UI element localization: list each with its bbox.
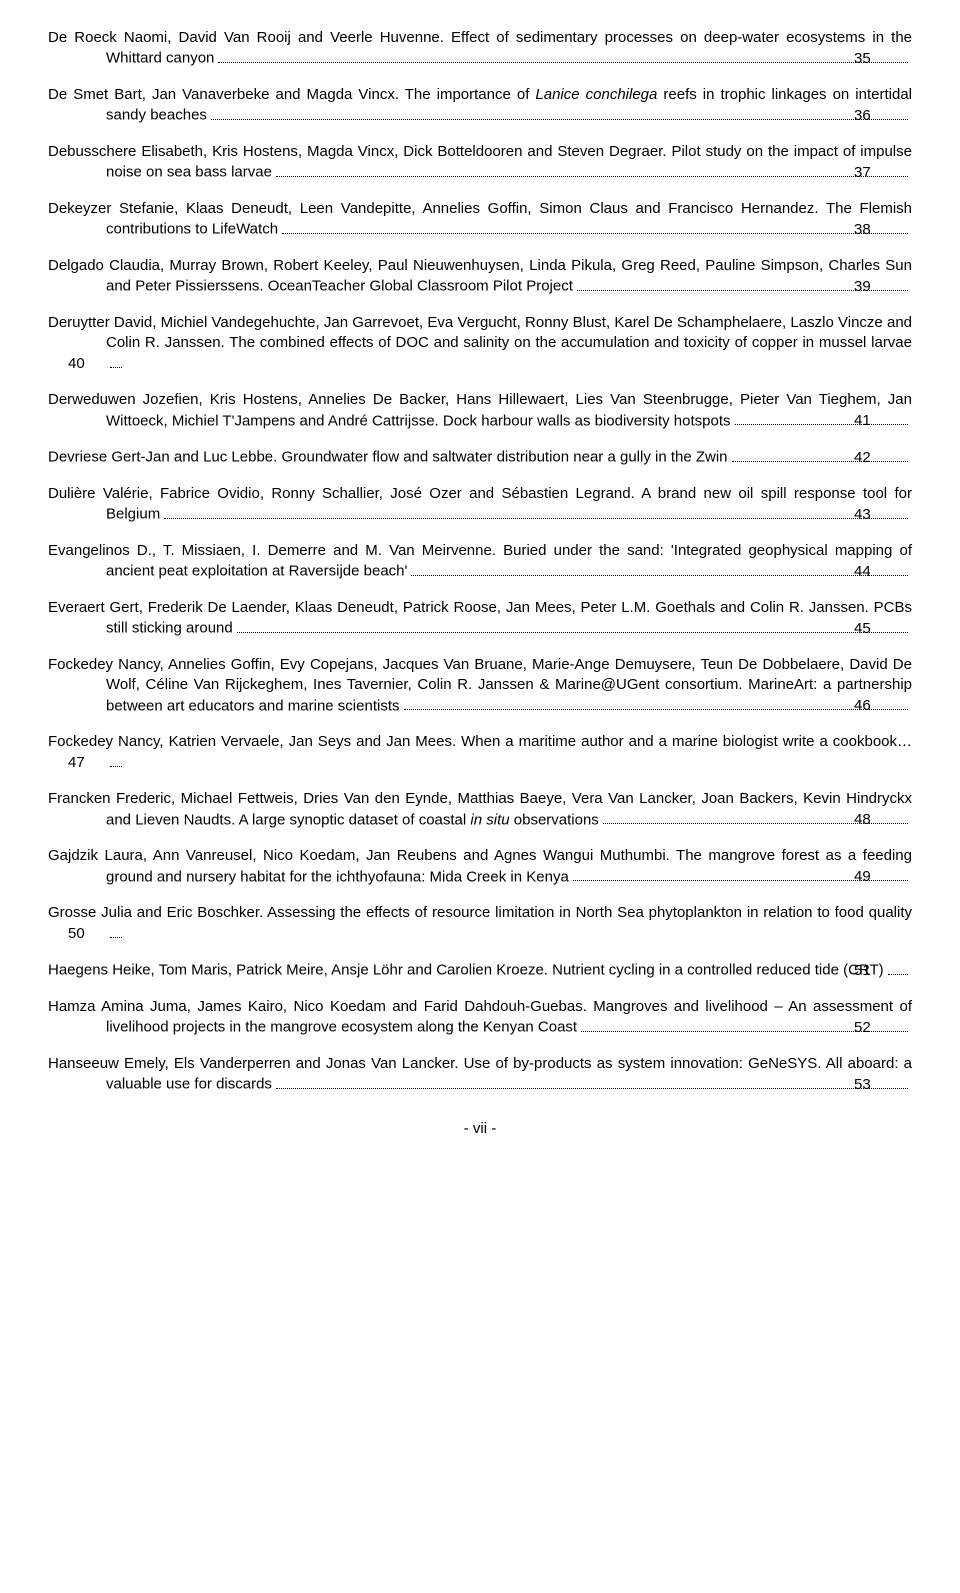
toc-entry-text: Devriese Gert-Jan and Luc Lebbe. Groundw… bbox=[48, 447, 912, 468]
toc-entry: De Smet Bart, Jan Vanaverbeke and Magda … bbox=[48, 85, 912, 126]
toc-leader: 47 bbox=[106, 753, 126, 774]
toc-entry: Haegens Heike, Tom Maris, Patrick Meire,… bbox=[48, 960, 912, 981]
toc-entry-text: De Smet Bart, Jan Vanaverbeke and Magda … bbox=[48, 85, 912, 126]
dot-leader bbox=[282, 219, 908, 234]
dot-leader bbox=[732, 447, 908, 462]
toc-entry: Francken Frederic, Michael Fettweis, Dri… bbox=[48, 789, 912, 830]
toc-entry-text: Dekeyzer Stefanie, Klaas Deneudt, Leen V… bbox=[48, 199, 912, 240]
table-of-contents: De Roeck Naomi, David Van Rooij and Veer… bbox=[48, 28, 912, 1095]
toc-entry: Gajdzik Laura, Ann Vanreusel, Nico Koeda… bbox=[48, 846, 912, 887]
toc-entry-text: Debusschere Elisabeth, Kris Hostens, Mag… bbox=[48, 142, 912, 183]
toc-entry-text: Hamza Amina Juma, James Kairo, Nico Koed… bbox=[48, 997, 912, 1038]
dot-leader bbox=[411, 561, 908, 576]
toc-leader: 44 bbox=[407, 561, 912, 582]
toc-entry: Debusschere Elisabeth, Kris Hostens, Mag… bbox=[48, 142, 912, 183]
toc-entry: Evangelinos D., T. Missiaen, I. Demerre … bbox=[48, 541, 912, 582]
toc-entry-text: Hanseeuw Emely, Els Vanderperren and Jon… bbox=[48, 1054, 912, 1095]
dot-leader bbox=[735, 411, 908, 426]
toc-entry: Everaert Gert, Frederik De Laender, Klaa… bbox=[48, 598, 912, 639]
italic-term: Lanice conchilega bbox=[535, 86, 657, 103]
dot-leader bbox=[404, 696, 909, 711]
dot-leader bbox=[888, 960, 908, 975]
toc-entry-text: Derweduwen Jozefien, Kris Hostens, Annel… bbox=[48, 390, 912, 431]
dot-leader bbox=[110, 924, 122, 939]
toc-leader: 42 bbox=[728, 447, 912, 468]
toc-entry: Derweduwen Jozefien, Kris Hostens, Annel… bbox=[48, 390, 912, 431]
toc-entry: Dekeyzer Stefanie, Klaas Deneudt, Leen V… bbox=[48, 199, 912, 240]
toc-leader: 52 bbox=[577, 1017, 912, 1038]
dot-leader bbox=[164, 504, 908, 519]
toc-entry-text: Fockedey Nancy, Katrien Vervaele, Jan Se… bbox=[48, 732, 912, 773]
toc-leader: 41 bbox=[731, 411, 912, 432]
toc-entry-text: Fockedey Nancy, Annelies Goffin, Evy Cop… bbox=[48, 655, 912, 716]
dot-leader bbox=[276, 1074, 908, 1089]
toc-leader: 39 bbox=[573, 276, 912, 297]
toc-leader: 50 bbox=[106, 924, 126, 945]
toc-entry: Hamza Amina Juma, James Kairo, Nico Koed… bbox=[48, 997, 912, 1038]
toc-entry: Grosse Julia and Eric Boschker. Assessin… bbox=[48, 903, 912, 944]
toc-entry-text: Evangelinos D., T. Missiaen, I. Demerre … bbox=[48, 541, 912, 582]
toc-leader: 43 bbox=[160, 504, 912, 525]
toc-entry-text: Gajdzik Laura, Ann Vanreusel, Nico Koeda… bbox=[48, 846, 912, 887]
toc-entry-text: Everaert Gert, Frederik De Laender, Klaa… bbox=[48, 598, 912, 639]
toc-leader: 48 bbox=[599, 810, 912, 831]
dot-leader bbox=[211, 105, 908, 120]
dot-leader bbox=[110, 753, 122, 768]
dot-leader bbox=[237, 618, 908, 633]
toc-entry-text: Grosse Julia and Eric Boschker. Assessin… bbox=[48, 903, 912, 944]
toc-entry-text: Haegens Heike, Tom Maris, Patrick Meire,… bbox=[48, 960, 912, 981]
toc-entry-text: De Roeck Naomi, David Van Rooij and Veer… bbox=[48, 28, 912, 69]
page-footer: - vii - bbox=[48, 1119, 912, 1139]
toc-leader: 40 bbox=[106, 354, 126, 375]
toc-entry-text: Dulière Valérie, Fabrice Ovidio, Ronny S… bbox=[48, 484, 912, 525]
toc-entry: De Roeck Naomi, David Van Rooij and Veer… bbox=[48, 28, 912, 69]
toc-entry-text: Francken Frederic, Michael Fettweis, Dri… bbox=[48, 789, 912, 830]
toc-entry: Deruytter David, Michiel Vandegehuchte, … bbox=[48, 313, 912, 374]
toc-entry: Delgado Claudia, Murray Brown, Robert Ke… bbox=[48, 256, 912, 297]
toc-entry: Fockedey Nancy, Annelies Goffin, Evy Cop… bbox=[48, 655, 912, 716]
italic-term: in situ bbox=[470, 811, 509, 828]
dot-leader bbox=[276, 162, 908, 177]
toc-leader: 46 bbox=[400, 696, 913, 717]
toc-entry: Dulière Valérie, Fabrice Ovidio, Ronny S… bbox=[48, 484, 912, 525]
toc-leader: 51 bbox=[884, 960, 912, 981]
toc-entry: Hanseeuw Emely, Els Vanderperren and Jon… bbox=[48, 1054, 912, 1095]
toc-leader: 36 bbox=[207, 105, 912, 126]
toc-leader: 37 bbox=[272, 162, 912, 183]
dot-leader bbox=[218, 48, 908, 63]
toc-entry: Devriese Gert-Jan and Luc Lebbe. Groundw… bbox=[48, 447, 912, 468]
toc-leader: 45 bbox=[233, 618, 912, 639]
toc-leader: 35 bbox=[214, 48, 912, 69]
toc-leader: 49 bbox=[569, 867, 912, 888]
dot-leader bbox=[110, 354, 122, 369]
toc-entry-text: Delgado Claudia, Murray Brown, Robert Ke… bbox=[48, 256, 912, 297]
toc-entry: Fockedey Nancy, Katrien Vervaele, Jan Se… bbox=[48, 732, 912, 773]
toc-leader: 53 bbox=[272, 1074, 912, 1095]
toc-entry-text: Deruytter David, Michiel Vandegehuchte, … bbox=[48, 313, 912, 374]
toc-leader: 38 bbox=[278, 219, 912, 240]
